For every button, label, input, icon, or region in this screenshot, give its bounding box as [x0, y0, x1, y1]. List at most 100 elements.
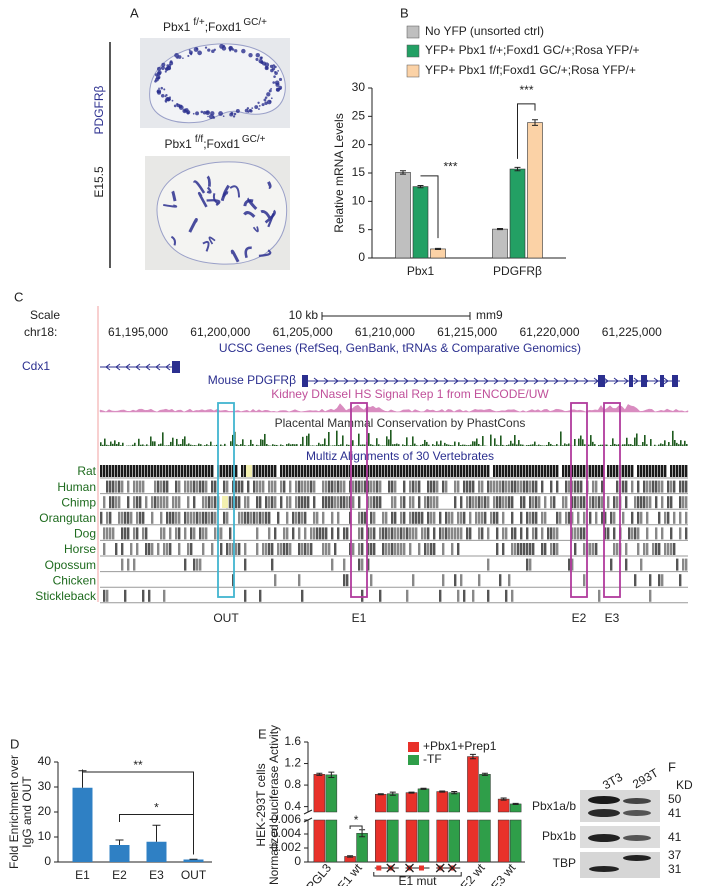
conservation-bar — [568, 443, 570, 446]
alignment-block — [523, 480, 526, 493]
alignment-block — [478, 465, 481, 477]
alignment-block — [577, 480, 580, 493]
alignment-block — [448, 527, 451, 540]
alignment-block — [613, 543, 616, 555]
alignment-block — [187, 465, 190, 477]
conservation-bar — [260, 439, 262, 446]
stain-dot — [266, 92, 271, 97]
alignment-block — [121, 480, 124, 493]
alignment-block — [493, 496, 496, 509]
site — [376, 865, 382, 871]
stain-dot — [272, 81, 276, 84]
alignment-block — [373, 543, 376, 555]
conservation-bar — [302, 436, 304, 446]
conservation-bar — [320, 444, 322, 446]
stain-network — [202, 240, 210, 252]
alignment-block — [583, 543, 586, 555]
stain-network — [206, 186, 212, 194]
region-box — [217, 402, 235, 598]
legend-label: No YFP (unsorted ctrl) — [425, 24, 544, 38]
alignment-block — [388, 543, 391, 555]
conservation-bar — [296, 444, 298, 446]
conservation-bar — [194, 445, 196, 446]
conservation-bar — [546, 444, 548, 446]
alignment-block — [325, 480, 328, 493]
error-bar — [400, 170, 406, 175]
alignment-block — [292, 511, 295, 524]
y-tick-label: 0.006 — [271, 812, 301, 826]
alignment-block — [523, 496, 526, 509]
alignment-block — [115, 480, 118, 493]
conservation-bar — [398, 444, 400, 446]
alignment-block — [262, 511, 265, 524]
conservation-bar — [588, 444, 590, 446]
alignment-block — [247, 496, 250, 509]
alignment-block — [535, 496, 538, 509]
alignment-block — [403, 465, 406, 477]
error-bar — [417, 184, 424, 189]
alignment-block — [115, 465, 118, 477]
alignment-block — [403, 543, 406, 555]
alignment-block — [145, 543, 148, 555]
alignment-block — [313, 480, 316, 493]
band — [588, 809, 620, 817]
alignment-block — [274, 574, 277, 587]
alignment-block — [151, 496, 154, 509]
alignment-block — [631, 511, 634, 524]
alignment-block — [136, 543, 139, 555]
conservation-bar — [168, 445, 170, 446]
conservation-bar — [574, 438, 576, 446]
alignment-block — [256, 496, 259, 509]
alignment-block — [106, 511, 109, 524]
alignment-block — [184, 511, 187, 524]
alignment-block — [658, 480, 661, 493]
alignment-block — [415, 465, 418, 477]
alignment-block — [682, 496, 685, 509]
conservation-bar — [300, 444, 302, 446]
driver: ;Foxd1 — [205, 20, 242, 34]
alignment-block — [529, 558, 532, 571]
stain-dot — [260, 56, 263, 59]
alignment-block — [613, 496, 616, 509]
alignment-block — [409, 511, 412, 524]
alignment-block — [151, 511, 154, 524]
alignment-block — [574, 480, 577, 493]
alignment-block — [193, 496, 196, 509]
conservation-bar — [154, 441, 156, 446]
conservation-bar — [240, 444, 242, 446]
driver-allele: GC/+ — [243, 17, 267, 28]
alignment-block — [490, 480, 493, 493]
conservation-bar — [248, 445, 250, 446]
stain-dot — [274, 70, 277, 73]
alignment-block — [595, 496, 598, 509]
alignment-block — [121, 527, 124, 540]
band — [623, 855, 651, 861]
conservation-bar — [112, 443, 114, 446]
track-label: Kidney DNaseI HS Signal Rep 1 from ENCOD… — [271, 387, 549, 401]
conservation-bar — [440, 440, 442, 446]
conservation-bar — [358, 433, 360, 446]
alignment-block — [478, 480, 481, 493]
alignment-block — [259, 465, 262, 477]
alignment-block — [625, 496, 628, 509]
conservation-bar — [498, 445, 500, 446]
alignment-block — [550, 543, 553, 555]
conservation-bar — [682, 444, 684, 446]
alignment-block — [457, 527, 460, 540]
bar — [497, 819, 510, 863]
conservation-bar — [108, 445, 110, 446]
legend-label: +Pbx1+Prep1 — [423, 739, 497, 753]
alignment-block — [136, 511, 139, 524]
region-box — [570, 402, 588, 598]
alignment-block — [652, 543, 655, 555]
conservation-bar — [538, 444, 540, 446]
stain-network — [206, 199, 221, 206]
region-label: OUT — [213, 611, 239, 625]
region-label: E3 — [605, 611, 620, 625]
alignment-block — [211, 496, 214, 509]
alignment-block — [517, 480, 520, 493]
conservation-bar — [182, 439, 184, 446]
stain: PDGFRβ — [92, 85, 106, 134]
alignment-block — [670, 496, 673, 509]
alignment-block — [577, 465, 580, 477]
